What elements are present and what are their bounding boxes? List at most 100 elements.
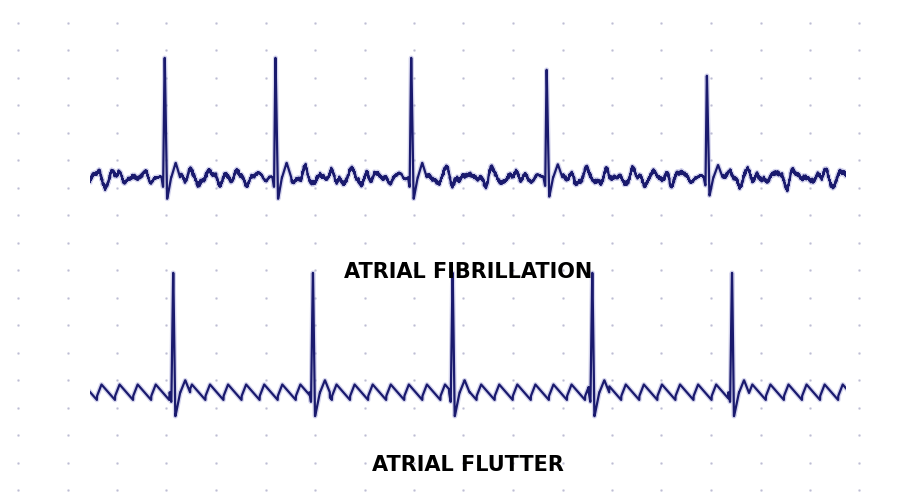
Point	[456, 348, 471, 356]
Point	[605, 431, 619, 439]
Point	[11, 486, 25, 494]
Point	[654, 74, 669, 82]
Point	[605, 486, 619, 494]
Point	[159, 184, 174, 192]
Point	[110, 238, 124, 246]
Point	[60, 101, 75, 109]
Point	[555, 238, 570, 246]
Point	[407, 321, 421, 329]
Point	[11, 156, 25, 164]
Point	[110, 46, 124, 54]
Point	[753, 156, 768, 164]
Point	[407, 294, 421, 302]
Point	[506, 431, 520, 439]
Point	[704, 431, 718, 439]
Point	[407, 266, 421, 274]
Point	[159, 294, 174, 302]
Point	[11, 74, 25, 82]
Point	[506, 184, 520, 192]
Point	[456, 46, 471, 54]
Point	[704, 211, 718, 219]
Point	[11, 348, 25, 356]
Point	[11, 376, 25, 384]
Point	[308, 486, 322, 494]
Point	[209, 431, 223, 439]
Point	[60, 294, 75, 302]
Point	[704, 184, 718, 192]
Point	[110, 266, 124, 274]
Point	[258, 376, 273, 384]
Point	[60, 431, 75, 439]
Point	[753, 404, 768, 411]
Point	[555, 321, 570, 329]
Point	[308, 101, 322, 109]
Point	[654, 18, 669, 26]
Point	[852, 101, 867, 109]
Point	[258, 486, 273, 494]
Point	[209, 238, 223, 246]
Point	[11, 184, 25, 192]
Point	[407, 74, 421, 82]
Point	[159, 156, 174, 164]
Point	[11, 404, 25, 411]
Point	[209, 486, 223, 494]
Point	[704, 404, 718, 411]
Point	[654, 101, 669, 109]
Point	[753, 74, 768, 82]
Point	[11, 211, 25, 219]
Point	[803, 294, 817, 302]
Point	[605, 156, 619, 164]
Point	[456, 128, 471, 136]
Point	[60, 128, 75, 136]
Point	[357, 211, 372, 219]
Point	[357, 376, 372, 384]
Point	[753, 294, 768, 302]
Point	[258, 18, 273, 26]
Point	[555, 74, 570, 82]
Point	[605, 266, 619, 274]
Point	[159, 266, 174, 274]
Point	[654, 266, 669, 274]
Point	[159, 348, 174, 356]
Point	[209, 18, 223, 26]
Point	[803, 211, 817, 219]
Point	[60, 18, 75, 26]
Point	[159, 404, 174, 411]
Point	[407, 18, 421, 26]
Point	[11, 101, 25, 109]
Point	[555, 486, 570, 494]
Point	[506, 156, 520, 164]
Point	[803, 266, 817, 274]
Point	[357, 486, 372, 494]
Point	[852, 156, 867, 164]
Point	[308, 238, 322, 246]
Point	[308, 404, 322, 411]
Point	[704, 348, 718, 356]
Text: ATRIAL FLUTTER: ATRIAL FLUTTER	[372, 455, 564, 475]
Point	[110, 74, 124, 82]
Point	[704, 486, 718, 494]
Point	[110, 431, 124, 439]
Point	[506, 294, 520, 302]
Point	[308, 321, 322, 329]
Point	[456, 431, 471, 439]
Point	[308, 348, 322, 356]
Point	[803, 156, 817, 164]
Point	[60, 156, 75, 164]
Point	[704, 266, 718, 274]
Point	[258, 348, 273, 356]
Point	[803, 431, 817, 439]
Point	[357, 74, 372, 82]
Point	[209, 101, 223, 109]
Point	[654, 458, 669, 466]
Point	[803, 184, 817, 192]
Point	[852, 266, 867, 274]
Point	[506, 238, 520, 246]
Point	[506, 101, 520, 109]
Point	[852, 238, 867, 246]
Point	[308, 128, 322, 136]
Point	[60, 266, 75, 274]
Point	[258, 128, 273, 136]
Point	[308, 266, 322, 274]
Point	[110, 101, 124, 109]
